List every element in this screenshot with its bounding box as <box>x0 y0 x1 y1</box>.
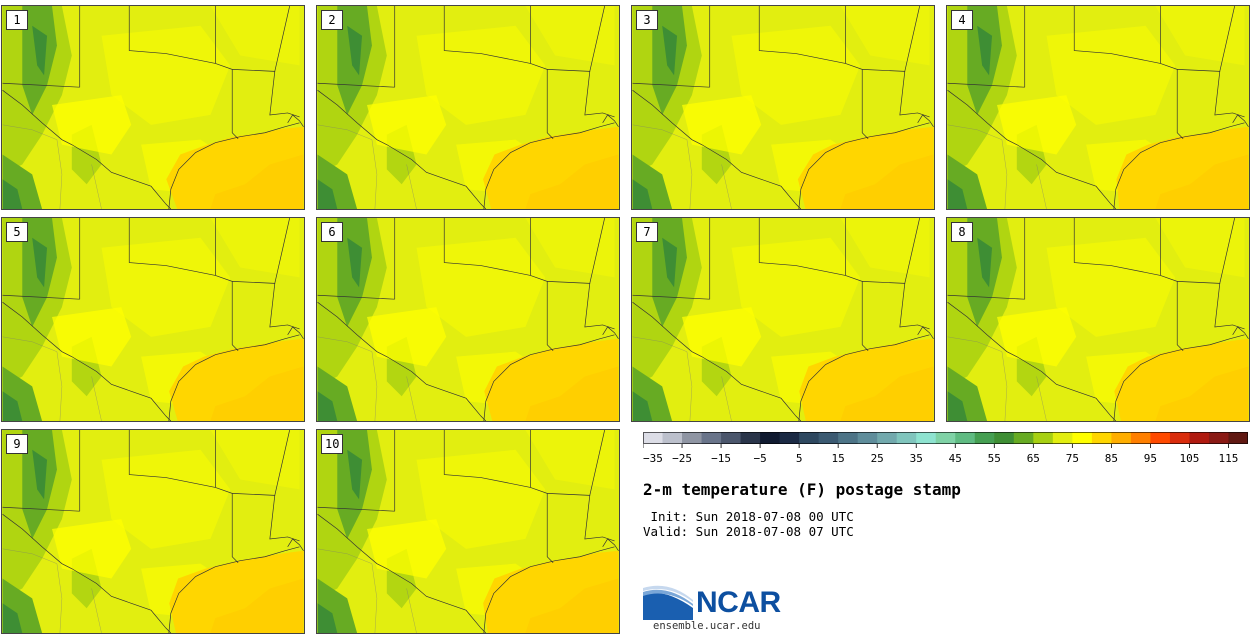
panel-number: 9 <box>6 434 28 454</box>
colorbar-swatch <box>682 432 703 444</box>
panel-number: 2 <box>321 10 343 30</box>
colorbar-swatch <box>916 432 937 444</box>
colorbar-tick-label: 85 <box>1105 452 1118 465</box>
chart-title: 2-m temperature (F) postage stamp <box>643 480 961 499</box>
map-svg <box>317 218 619 421</box>
map-svg <box>632 6 934 209</box>
colorbar-swatch <box>1072 432 1093 444</box>
map-svg <box>2 6 304 209</box>
colorbar-tick-label: −5 <box>753 452 766 465</box>
ncar-logo: NCAR <box>643 578 793 628</box>
colorbar-swatch <box>643 432 664 444</box>
ncar-swoosh-icon <box>643 585 693 620</box>
colorbar-swatch <box>1013 432 1034 444</box>
colorbar-tick-label: 55 <box>988 452 1001 465</box>
colorbar-swatch <box>662 432 683 444</box>
colorbar-swatch <box>1208 432 1229 444</box>
colorbar-swatch <box>1150 432 1171 444</box>
colorbar-swatch <box>1091 432 1112 444</box>
colorbar-swatch <box>1111 432 1132 444</box>
logo-url: ensemble.ucar.edu <box>653 620 761 632</box>
colorbar-swatch <box>1228 432 1248 444</box>
colorbar-swatch <box>1189 432 1210 444</box>
colorbar-tick-label: 65 <box>1027 452 1040 465</box>
colorbar-swatch <box>1033 432 1054 444</box>
colorbar-swatch <box>1130 432 1151 444</box>
colorbar-tick-label: −35 <box>643 452 663 465</box>
map-svg <box>947 218 1249 421</box>
map-svg <box>2 218 304 421</box>
colorbar-tick-label: 95 <box>1144 452 1157 465</box>
colorbar-swatch <box>857 432 878 444</box>
ensemble-member-panel: 3 <box>631 5 935 210</box>
panel-number: 4 <box>951 10 973 30</box>
colorbar-swatch <box>974 432 995 444</box>
panel-number: 10 <box>321 434 344 454</box>
ensemble-member-panel: 1 <box>1 5 305 210</box>
ensemble-member-panel: 8 <box>946 217 1250 422</box>
colorbar: −35 −25 −15 −5 5 15 25 35 45 55 65 75 85 95 105 115 <box>643 432 1248 472</box>
colorbar-swatch <box>877 432 898 444</box>
colorbar-outline <box>643 432 1248 444</box>
colorbar-tick-label: 45 <box>949 452 962 465</box>
colorbar-swatch <box>760 432 781 444</box>
map-svg <box>317 6 619 209</box>
ensemble-member-panel: 10 <box>316 429 620 634</box>
colorbar-tick-label: 15 <box>832 452 845 465</box>
colorbar-swatch <box>994 432 1015 444</box>
colorbar-swatch <box>838 432 859 444</box>
colorbar-swatch <box>1052 432 1073 444</box>
colorbar-swatch <box>896 432 917 444</box>
colorbar-swatch <box>799 432 820 444</box>
colorbar-tick-label: −25 <box>672 452 692 465</box>
map-svg <box>2 430 304 633</box>
colorbar-tick-label: 5 <box>796 452 803 465</box>
panel-number: 5 <box>6 222 28 242</box>
panel-number: 1 <box>6 10 28 30</box>
map-svg <box>317 430 619 633</box>
colorbar-tick-label: −15 <box>711 452 731 465</box>
ensemble-member-panel: 5 <box>1 217 305 422</box>
valid-time: Valid: Sun 2018-07-08 07 UTC <box>643 524 854 539</box>
panel-number: 7 <box>636 222 658 242</box>
init-time: Init: Sun 2018-07-08 00 UTC <box>643 509 854 524</box>
colorbar-swatch <box>721 432 742 444</box>
ensemble-member-panel: 9 <box>1 429 305 634</box>
map-svg <box>947 6 1249 209</box>
colorbar-tick-label: 25 <box>871 452 884 465</box>
panel-number: 8 <box>951 222 973 242</box>
colorbar-swatch <box>779 432 800 444</box>
colorbar-tick-label: 35 <box>910 452 923 465</box>
colorbar-swatch <box>1169 432 1190 444</box>
colorbar-swatch <box>818 432 839 444</box>
ncar-logo-text: NCAR <box>696 586 781 619</box>
ensemble-member-panel: 7 <box>631 217 935 422</box>
map-svg <box>632 218 934 421</box>
colorbar-swatch <box>955 432 976 444</box>
colorbar-tick-label: 75 <box>1066 452 1079 465</box>
colorbar-swatch <box>740 432 761 444</box>
ensemble-member-panel: 2 <box>316 5 620 210</box>
colorbar-tick-label: 105 <box>1180 452 1200 465</box>
colorbar-tick-label: 115 <box>1219 452 1239 465</box>
panel-number: 6 <box>321 222 343 242</box>
colorbar-swatch <box>935 432 956 444</box>
panel-number: 3 <box>636 10 658 30</box>
ensemble-member-panel: 6 <box>316 217 620 422</box>
ensemble-member-panel: 4 <box>946 5 1250 210</box>
colorbar-swatch <box>701 432 722 444</box>
